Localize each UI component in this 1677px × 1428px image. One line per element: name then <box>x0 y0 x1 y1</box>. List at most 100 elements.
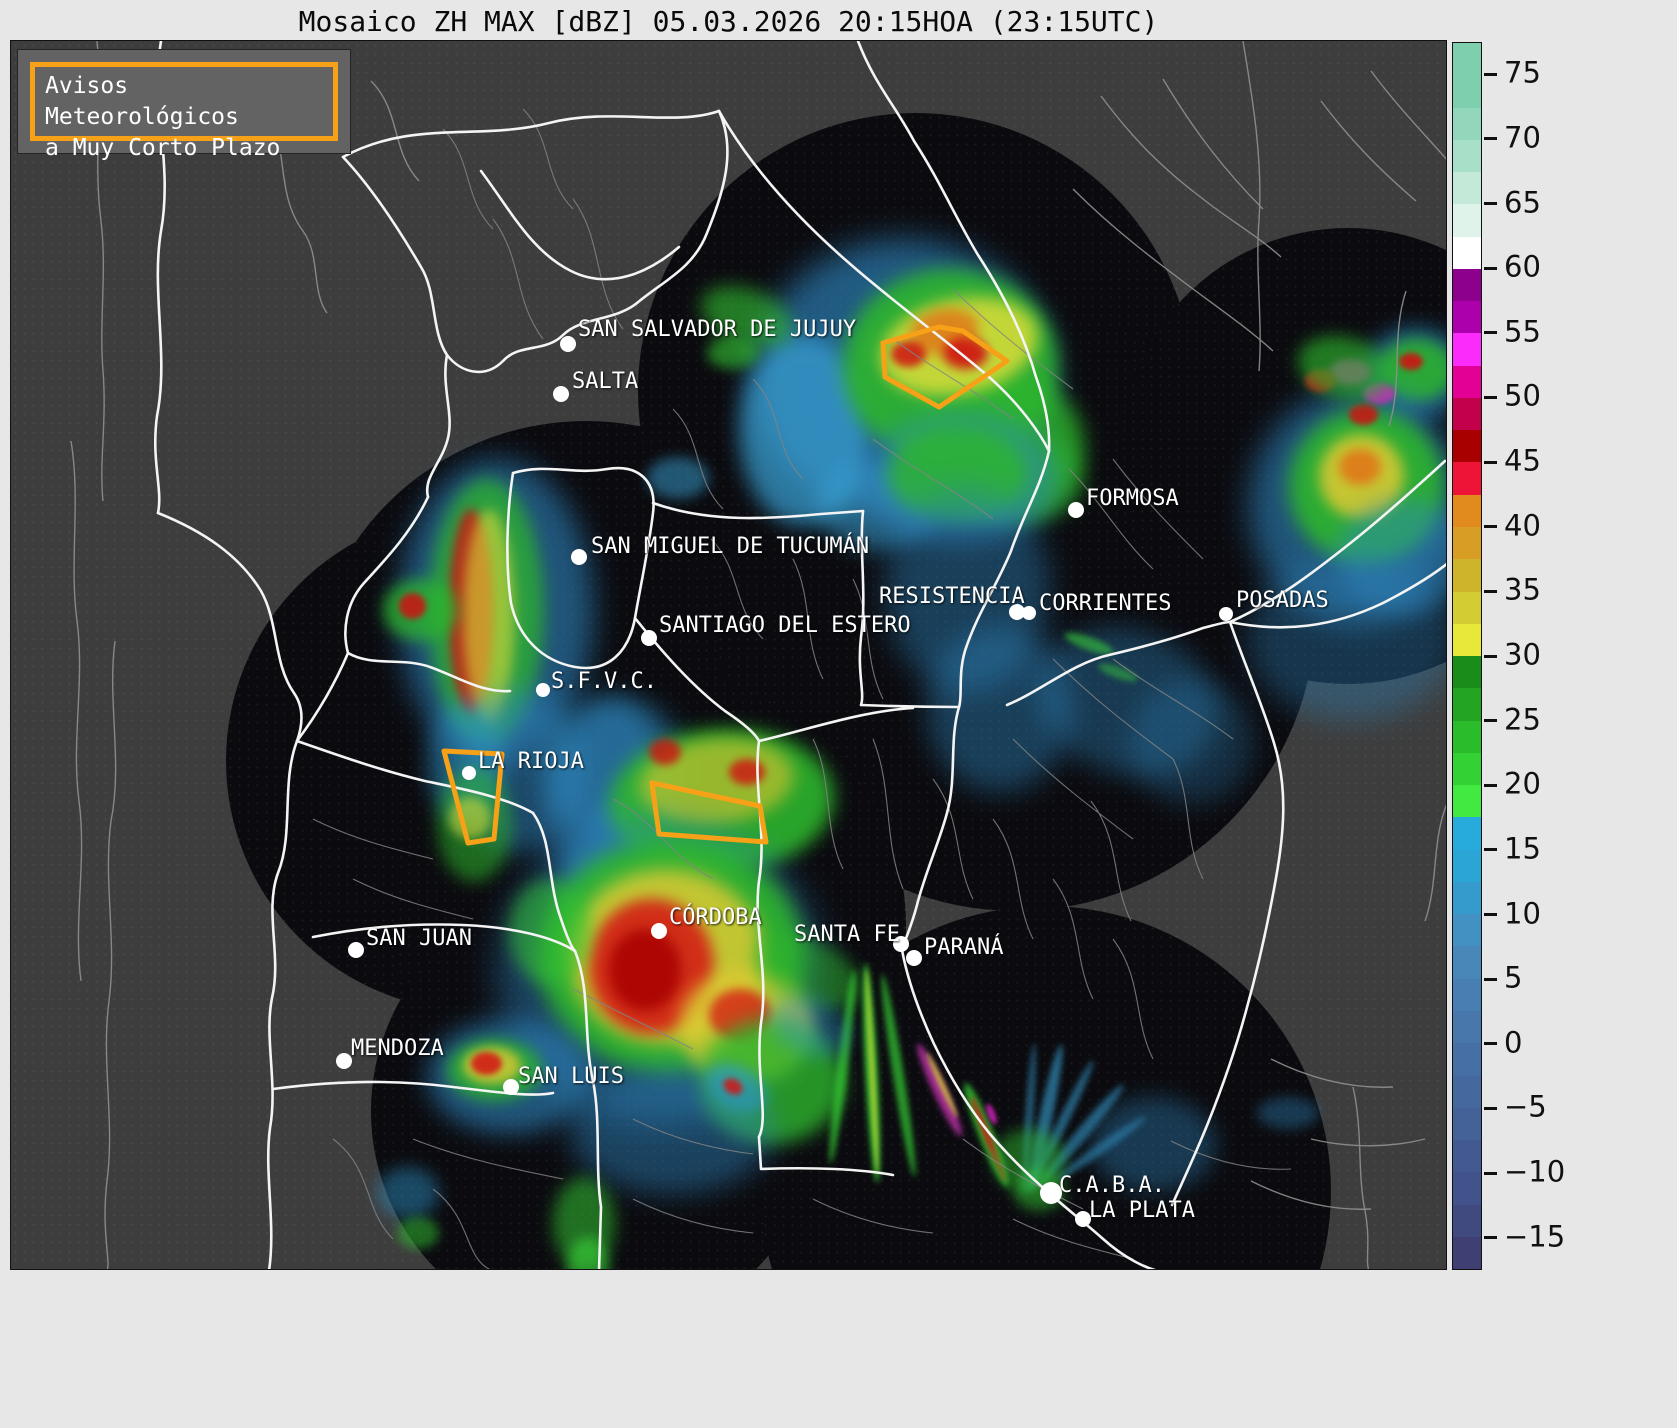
city-dot <box>1075 1211 1091 1227</box>
city-dot <box>1040 1182 1062 1204</box>
colorbar-segment <box>1453 881 1481 915</box>
city-label: SAN MIGUEL DE TUCUMÁN <box>591 534 870 559</box>
colorbar-tick-mark <box>1484 654 1497 658</box>
colorbar-segment <box>1453 720 1481 753</box>
colorbar-tick-label: 30 <box>1504 637 1541 672</box>
city-dot <box>1009 604 1025 620</box>
colorbar-segment <box>1453 1075 1481 1108</box>
colorbar-tick-label: 60 <box>1504 249 1541 284</box>
colorbar-tick-label: −10 <box>1504 1154 1566 1189</box>
colorbar-tick-label: 15 <box>1504 831 1541 866</box>
colorbar-segment <box>1453 656 1481 689</box>
colorbar-segment <box>1453 623 1481 657</box>
colorbar-segment <box>1453 236 1481 269</box>
city-label: PARANÁ <box>924 935 1004 960</box>
colorbar-segment <box>1453 107 1481 140</box>
city-label: MENDOZA <box>351 1036 444 1061</box>
colorbar-segment <box>1453 752 1481 786</box>
radar-echo <box>1339 449 1381 485</box>
radar-map: SAN SALVADOR DE JUJUY SALTA SAN MIGUEL DE … <box>10 40 1447 1270</box>
city-dot <box>1022 606 1036 620</box>
radar-echo <box>377 1167 439 1219</box>
city-label: S.F.V.C. <box>551 669 657 694</box>
colorbar-tick-mark <box>1484 525 1497 529</box>
city-label: SAN JUAN <box>366 926 472 951</box>
dbz-colorbar <box>1452 42 1482 1270</box>
radar-echo <box>887 426 1027 521</box>
colorbar-tick-label: 25 <box>1504 701 1541 736</box>
city-dot <box>1068 502 1084 518</box>
radar-echo <box>707 337 759 369</box>
city-dot <box>1219 607 1233 621</box>
colorbar-segment <box>1453 204 1481 237</box>
city-label: CÓRDOBA <box>669 905 762 930</box>
colorbar-segment <box>1453 591 1481 624</box>
colorbar-tick-label: 45 <box>1504 443 1541 478</box>
colorbar-segment <box>1453 914 1481 947</box>
colorbar-segment <box>1453 526 1481 560</box>
city-label: SAN LUIS <box>518 1064 624 1089</box>
map-borders <box>70 41 1446 1269</box>
colorbar-segment <box>1453 1172 1481 1205</box>
city-dot <box>906 950 922 966</box>
colorbar-tick-label: −15 <box>1504 1218 1566 1253</box>
colorbar-segment <box>1453 43 1481 76</box>
warning-polygon <box>441 748 505 846</box>
colorbar-tick-mark <box>1484 202 1497 206</box>
colorbar-tick-mark <box>1484 395 1497 399</box>
radar-echo <box>609 929 681 1011</box>
department-borders <box>312 108 1292 1269</box>
colorbar-tick-label: 0 <box>1504 1025 1523 1060</box>
radar-echo <box>1399 353 1423 370</box>
colorbar-segment <box>1453 365 1481 398</box>
colorbar-tick-mark <box>1484 72 1497 76</box>
colorbar-tick-mark <box>1484 783 1497 787</box>
colorbar-tick-mark <box>1484 460 1497 464</box>
radar-echo <box>399 593 426 619</box>
colorbar-segment <box>1453 559 1481 592</box>
page-title: Mosaico ZH MAX [dBZ] 05.03.2026 20:15HOA… <box>298 5 1159 38</box>
warning-polygons-layer <box>441 324 1010 846</box>
city-label: RESISTENCIA <box>879 584 1025 609</box>
colorbar-tick-mark <box>1484 137 1497 141</box>
footer: Servicio Meteorológico Nacional Argentin… <box>0 1270 1677 1428</box>
city-label: POSADAS <box>1236 588 1329 613</box>
province-borders <box>154 41 1446 1269</box>
colorbar-segment <box>1453 1043 1481 1076</box>
colorbar-tick-mark <box>1484 913 1497 917</box>
city-label: FORMOSA <box>1086 486 1179 511</box>
colorbar-tick-mark <box>1484 1236 1497 1240</box>
colorbar-tick-label: 65 <box>1504 184 1541 219</box>
colorbar-tick-label: 75 <box>1504 55 1541 90</box>
city-label: CORRIENTES <box>1039 591 1172 616</box>
colorbar-segment <box>1453 1010 1481 1044</box>
radar-echo <box>647 457 709 499</box>
colorbar-tick-label: 5 <box>1504 960 1523 995</box>
colorbar-segment <box>1453 946 1481 979</box>
city-dot <box>571 549 587 565</box>
radar-echo <box>1247 556 1446 721</box>
city-dot <box>651 923 667 939</box>
colorbar-segment <box>1453 785 1481 818</box>
colorbar-tick-mark <box>1484 589 1497 593</box>
radar-echo <box>471 1052 502 1075</box>
colorbar-tick-mark <box>1484 1171 1497 1175</box>
colorbar-tick-mark <box>1484 331 1497 335</box>
city-dot <box>641 630 657 646</box>
city-dot <box>893 936 909 952</box>
warnings-legend-button[interactable]: Avisos Meteorológicos a Muy Corto Plazo <box>18 50 350 161</box>
colorbar-tick-label: −5 <box>1504 1089 1547 1124</box>
colorbar-tick-mark <box>1484 977 1497 981</box>
colorbar-segment <box>1453 172 1481 205</box>
city-dot <box>536 683 550 697</box>
city-dot <box>336 1053 352 1069</box>
city-dot <box>462 766 476 780</box>
colorbar-segment <box>1453 688 1481 721</box>
colorbar-segment <box>1453 301 1481 334</box>
city-label: SANTA FE <box>794 922 900 947</box>
colorbar-tick-mark <box>1484 719 1497 723</box>
colorbar-tick-label: 35 <box>1504 572 1541 607</box>
colorbar-segment <box>1453 1140 1481 1173</box>
city-label: SAN SALVADOR DE JUJUY <box>578 317 857 342</box>
